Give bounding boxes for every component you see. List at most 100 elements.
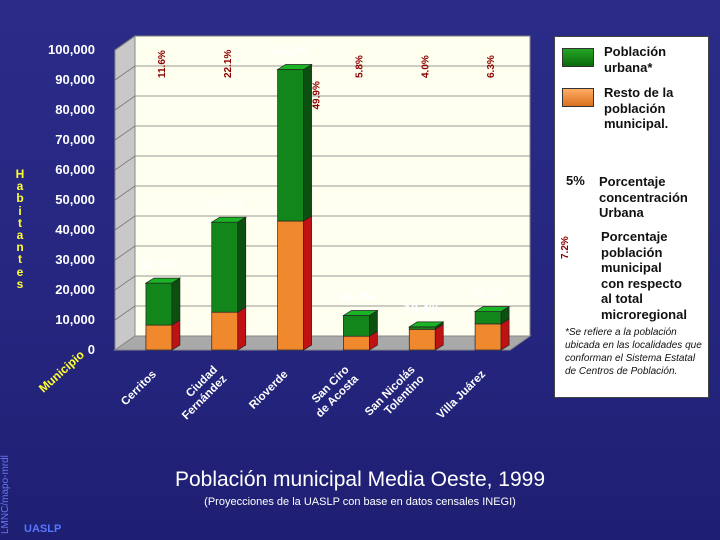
bar-segment-urban-side — [171, 277, 181, 326]
y-axis-label-char: a — [16, 228, 24, 243]
x-category-label: Cerritos — [119, 368, 159, 408]
y-tick-label: 80,000 — [55, 102, 95, 117]
legend-swatch-urban — [562, 48, 594, 67]
data-labels: 62.9% 11.6% 70.6% 22.1% 54.0% 49.9% 59.9% 5.8% 1… — [140, 43, 506, 316]
bars — [144, 63, 511, 351]
bar-segment-rest — [211, 311, 239, 351]
y-tick-label: 100,000 — [48, 42, 95, 57]
y-axis-label-char: b — [16, 191, 24, 206]
bar-segment-rest — [145, 324, 173, 351]
y-tick-label: 30,000 — [55, 252, 95, 267]
y-axis-label-char: a — [16, 179, 24, 194]
legend-text-line: Resto de la — [604, 85, 674, 100]
gridline-side — [114, 65, 136, 81]
bar-segment-rest — [343, 335, 370, 351]
legend-pct-urban-text: Porcentaje concentración Urbana — [599, 174, 709, 221]
x-category-label: Rioverde — [247, 368, 290, 411]
legend-pct-regional-text: Porcentaje población municipal con respecto… — [601, 229, 706, 322]
y-tick-label: 10,000 — [55, 312, 95, 327]
legend-label-urban: Población urbana* — [604, 44, 667, 75]
regional-pct-label: 4.0% — [420, 55, 431, 78]
x-category-line: Rioverde — [247, 368, 290, 411]
regional-pct-label: 22.1% — [223, 50, 234, 78]
y-tick-label: 20,000 — [55, 282, 95, 297]
urban-pct-label: 10.4% — [404, 301, 441, 316]
bar-top — [276, 64, 313, 70]
bar-segment-urban-side — [237, 216, 247, 313]
y-tick-label: 70,000 — [55, 132, 95, 147]
bar-top — [342, 310, 379, 316]
y-tick-label: 90,000 — [55, 72, 95, 87]
regional-pct-label: 5.8% — [354, 55, 365, 78]
legend-text-line: población — [601, 244, 663, 260]
x-category-line: Villa Juárez — [435, 368, 488, 421]
gridline-side — [114, 245, 136, 261]
urban-pct-label: 70.6% — [206, 196, 243, 211]
legend-text-line: al total — [601, 291, 643, 306]
y-axis-label-char: t — [18, 252, 22, 267]
legend-note: *Se refiere a la población ubicada en la… — [565, 327, 702, 377]
bar-segment-urban — [211, 221, 239, 313]
gridline-side — [114, 155, 136, 171]
x-category-line: Cerritos — [119, 368, 159, 408]
bar-segment-urban-side — [303, 63, 312, 222]
y-tick-label: 50,000 — [55, 192, 95, 207]
legend-text-line: concentración — [599, 189, 688, 205]
legend-pct-urban-sample: 5% — [566, 173, 585, 188]
urban-pct-label: 59.9% — [338, 290, 375, 305]
legend-text-line: municipal — [601, 260, 662, 275]
gridline-side — [114, 275, 136, 291]
legend-text-line: microregional — [601, 306, 687, 322]
gridline-side — [114, 125, 136, 141]
legend-label-rest: Resto de la población municipal. — [604, 85, 704, 132]
bar-segment-urban — [145, 282, 173, 326]
bar-segment-rest-side — [303, 215, 312, 351]
bar-segment-urban — [474, 311, 502, 325]
y-axis-label-char: i — [18, 203, 22, 218]
y-tick-label: 40,000 — [55, 222, 95, 237]
bar-segment-rest — [474, 323, 502, 351]
y-axis-label-char: t — [18, 215, 22, 230]
credit-label: UASLP — [24, 523, 62, 535]
bar-segment-rest — [277, 220, 304, 351]
y-axis-ticks: 0 10,000 20,000 30,000 40,000 50,000 60,000 70,… — [48, 42, 95, 357]
urban-pct-label: 62.9% — [140, 257, 177, 272]
x-category-label: Villa Juárez — [435, 368, 488, 421]
gridline-side — [114, 35, 136, 51]
bar-segment-urban — [277, 69, 304, 222]
bar-segment-rest-side — [500, 318, 510, 351]
side-tag: LMNC/mapo-mrdl — [0, 455, 11, 534]
gridline-side — [114, 185, 136, 201]
chart-subtitle: (Proyecciones de la UASLP con base en da… — [204, 496, 516, 508]
bar-segment-rest — [408, 328, 436, 351]
legend-text-line: Urbana — [599, 205, 644, 220]
y-axis-label-char: H — [15, 167, 25, 181]
y-axis-label-char: e — [16, 264, 24, 279]
regional-pct-label: 11.6% — [157, 50, 168, 78]
gridline-side — [114, 305, 136, 321]
legend-text-line: población — [604, 100, 666, 116]
legend-text-line: con respecto — [601, 275, 682, 291]
bar-top — [210, 216, 247, 223]
legend-text-line: Porcentaje — [599, 174, 666, 189]
bar-segment-rest-side — [237, 306, 247, 351]
urban-pct-label: 32.2% — [470, 286, 507, 301]
legend-pct-regional-sample: 7.2% — [560, 236, 571, 259]
gridlines — [114, 35, 530, 321]
chart-title: Población municipal Media Oeste, 1999 — [174, 468, 546, 491]
legend-swatch-rest — [562, 88, 594, 107]
legend-text-line: municipal. — [604, 116, 669, 131]
bar-top — [473, 306, 511, 312]
y-tick-label: 0 — [88, 342, 95, 357]
bar-segment-urban — [408, 326, 436, 330]
urban-pct-label: 54.0% — [272, 43, 309, 58]
bar-top — [408, 321, 445, 328]
bar-top — [144, 277, 182, 284]
legend-text-line: Porcentaje — [601, 229, 668, 244]
